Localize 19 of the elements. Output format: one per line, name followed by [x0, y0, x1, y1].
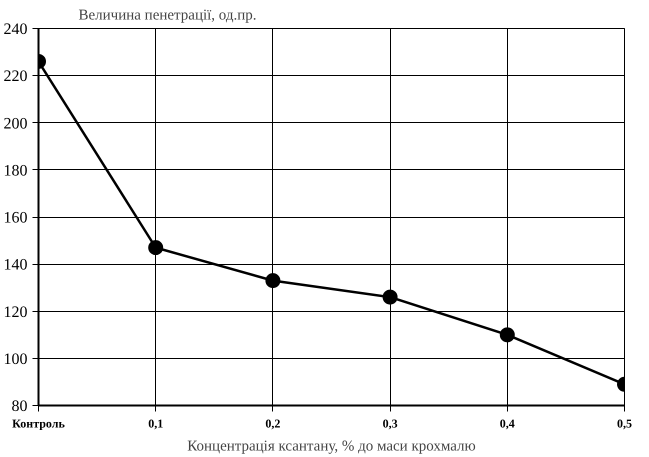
x-tick-label: Контроль [12, 416, 66, 430]
x-tick-label: 0,5 [617, 416, 632, 430]
x-axis-title: Концентрація ксантану, % до маси крохмалю [187, 438, 476, 454]
y-tick-label: 220 [4, 68, 28, 86]
y-tick-label: 80 [12, 398, 28, 415]
y-tick-label: 120 [4, 304, 28, 321]
x-tick-label: 0,2 [265, 416, 280, 430]
y-axis-title: Величина пенетрації, од.пр. [78, 8, 257, 24]
y-tick-label: 180 [4, 162, 28, 180]
x-tick-label: 0,3 [382, 416, 398, 430]
point [265, 273, 280, 288]
y-tick-label: 240 [4, 21, 28, 38]
y-tick-label: 100 [4, 350, 28, 368]
x-tick-label: 0,1 [148, 416, 164, 430]
y-tick-label: 160 [4, 210, 28, 226]
y-tick-label: 200 [4, 115, 28, 132]
point [382, 290, 398, 305]
y-tick-label: 140 [4, 256, 28, 274]
x-tick-label: 0,4 [500, 416, 515, 430]
